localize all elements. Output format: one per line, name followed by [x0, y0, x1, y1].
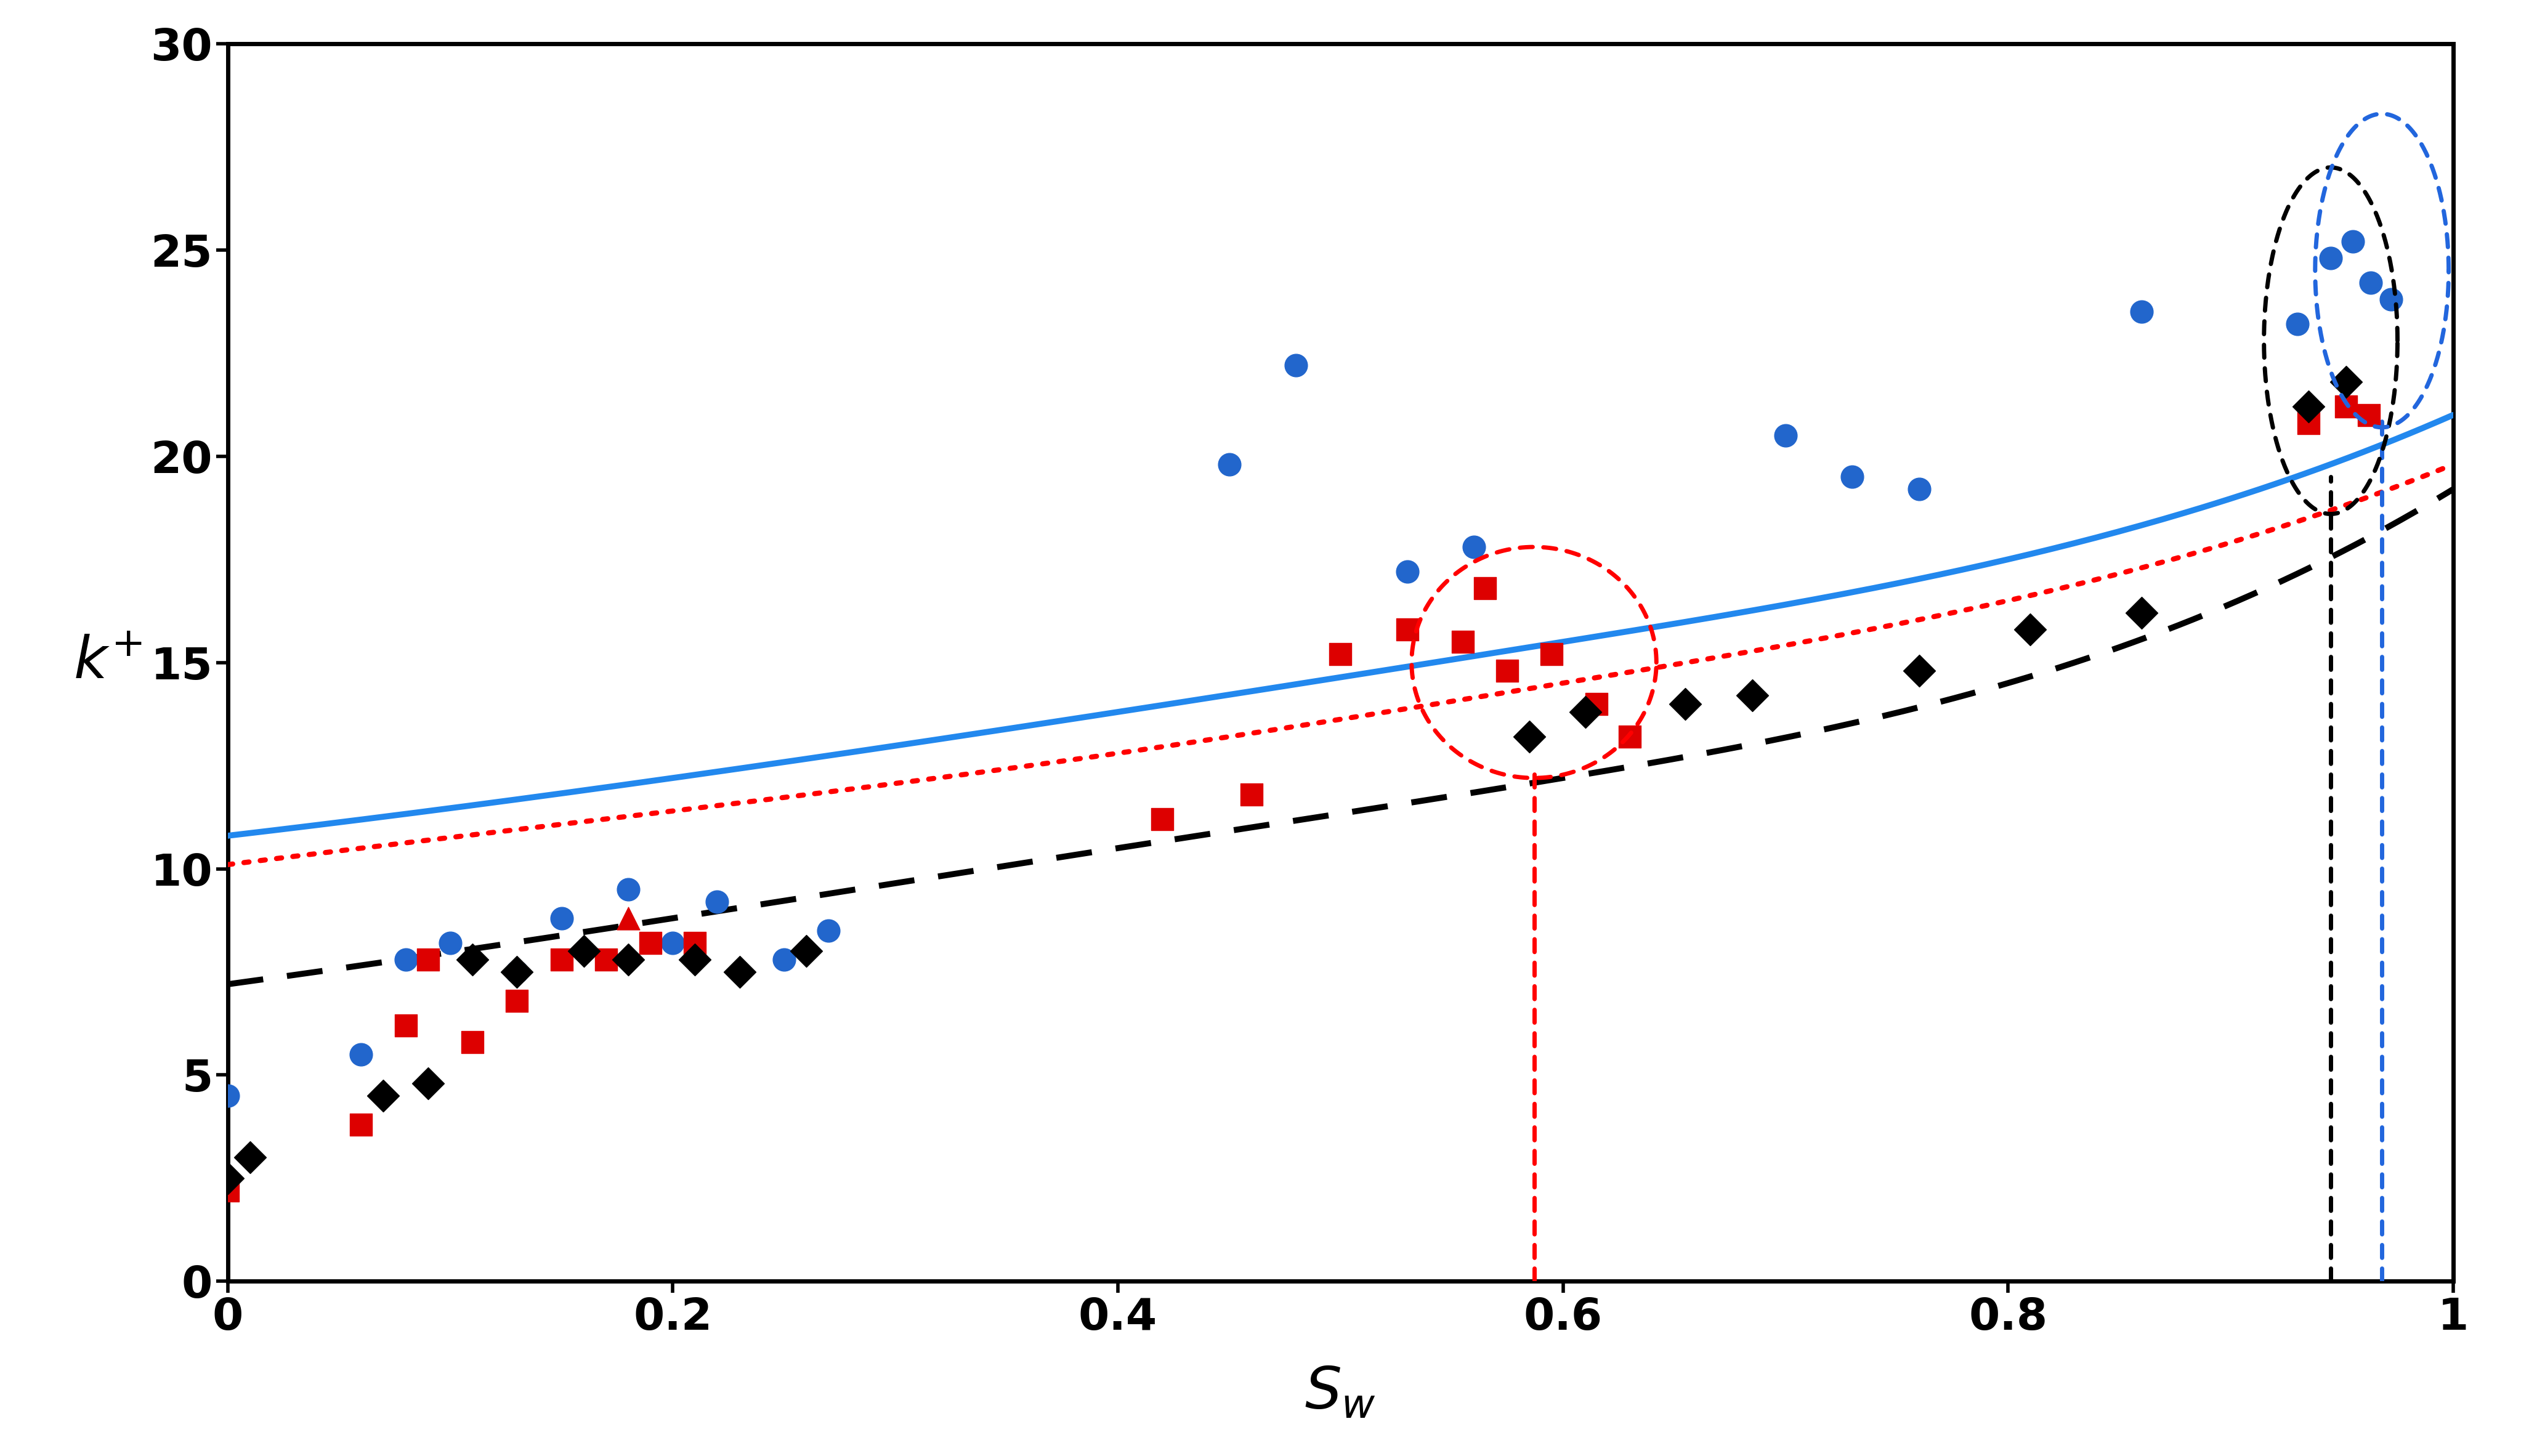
Point [384, 1013, 425, 1037]
Point [207, 1083, 248, 1108]
Point [453, 948, 493, 971]
Point [1899, 478, 1940, 501]
Point [2011, 617, 2051, 641]
Point [496, 961, 536, 984]
Point [496, 961, 536, 984]
Point [407, 948, 448, 971]
Point [1664, 692, 1705, 715]
Point [2327, 395, 2367, 418]
Point [541, 907, 582, 930]
Point [1442, 630, 1482, 654]
Point [2276, 313, 2317, 336]
Point [764, 948, 804, 971]
Point [2122, 601, 2162, 625]
Point [809, 919, 850, 942]
Point [1487, 660, 1528, 683]
Point [2349, 403, 2390, 427]
Point [430, 932, 470, 955]
Point [1232, 783, 1272, 807]
Point [587, 948, 627, 971]
Point [207, 1179, 248, 1203]
X-axis label: $S_{w}$: $S_{w}$ [1305, 1364, 1376, 1421]
Point [564, 939, 604, 962]
Point [1275, 354, 1315, 377]
Point [364, 1083, 405, 1108]
Point [607, 878, 647, 901]
Point [1510, 725, 1550, 748]
Point [2312, 246, 2352, 269]
Point [1732, 684, 1773, 708]
Point [1320, 642, 1361, 665]
Point [541, 948, 582, 971]
Point [384, 948, 425, 971]
Y-axis label: $k^{+}$: $k^{+}$ [73, 635, 142, 690]
Point [607, 948, 647, 971]
Point [607, 907, 647, 930]
Point [1576, 692, 1616, 715]
Point [1464, 577, 1505, 600]
Point [407, 1072, 448, 1095]
Point [496, 989, 536, 1012]
Point [630, 932, 670, 955]
Point [1565, 700, 1606, 724]
Point [453, 1031, 493, 1054]
Point [1608, 725, 1649, 748]
Point [787, 939, 827, 962]
Point [675, 932, 716, 955]
Point [341, 1112, 382, 1136]
Point [1454, 536, 1495, 559]
Point [2289, 412, 2329, 435]
Point [1209, 453, 1249, 476]
Point [1386, 561, 1426, 584]
Point [2332, 230, 2372, 253]
Point [207, 1166, 248, 1190]
Point [652, 932, 693, 955]
Point [1386, 617, 1426, 641]
Point [2370, 288, 2410, 312]
Point [1765, 424, 1806, 447]
Point [2122, 300, 2162, 323]
Point [1831, 466, 1871, 489]
Point [698, 890, 738, 913]
Point [1143, 808, 1184, 831]
Point [341, 1042, 382, 1066]
Point [2327, 370, 2367, 393]
Point [718, 961, 759, 984]
Point [2349, 271, 2390, 294]
Point [1533, 642, 1573, 665]
Point [230, 1146, 271, 1169]
Point [675, 948, 716, 971]
Point [1899, 660, 1940, 683]
Point [2289, 395, 2329, 418]
